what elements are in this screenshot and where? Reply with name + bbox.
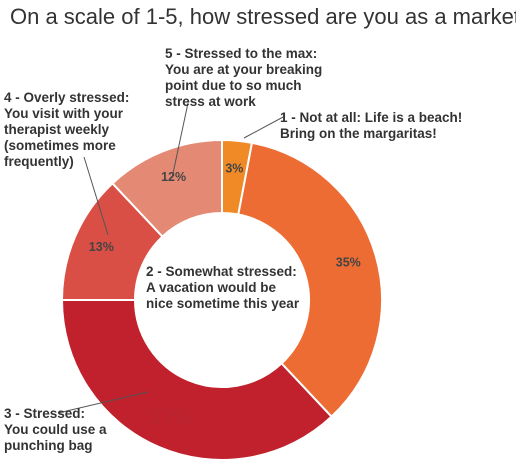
annotation-3: 3 - Stressed: You could use a punching bag [4, 406, 107, 453]
percent-label-5: 12% [161, 170, 186, 184]
annotation-line: You could use a [4, 422, 107, 437]
percent-label-3: 37% [149, 405, 193, 430]
annotation-line: 1 - Not at all: Life is a beach! [280, 110, 462, 125]
annotation-line: 4 - Overly stressed: [4, 90, 129, 105]
annotation-4: 4 - Overly stressed: You visit with your t… [4, 90, 129, 169]
annotation-5: 5 - Stressed to the max: You are at your … [165, 46, 322, 109]
percent-label-1: 3% [225, 161, 243, 175]
slice-annotations: 1 - Not at all: Life is a beach! Bring on… [4, 46, 462, 453]
annotation-line: punching bag [4, 438, 93, 453]
annotation-line: Bring on the margaritas! [280, 126, 437, 141]
annotation-line: stress at work [165, 94, 256, 109]
donut-slice-5 [111, 138, 223, 238]
annotation-1: 1 - Not at all: Life is a beach! Bring on… [280, 110, 462, 141]
annotation-line: nice sometime this year [146, 296, 300, 311]
annotation-line: 5 - Stressed to the max: [165, 46, 317, 61]
annotation-line: You are at your breaking [165, 62, 322, 77]
donut-slice-2 [237, 141, 383, 419]
annotation-line: frequently) [4, 154, 74, 169]
annotation-line: You visit with your [4, 106, 124, 121]
leader-line-3 [57, 391, 149, 414]
percent-label-4: 13% [89, 240, 114, 254]
percent-labels: 3% 35% 37% 13% 12% [89, 161, 361, 429]
annotation-2: 2 - Somewhat stressed: A vacation would b… [146, 264, 300, 311]
leader-line-4 [83, 156, 109, 236]
annotation-line: (sometimes more [4, 138, 116, 153]
donut-slice-3 [60, 299, 333, 461]
leader-line-1 [243, 115, 286, 139]
annotation-line: 3 - Stressed: [4, 406, 85, 421]
annotation-line: therapist weekly [4, 122, 110, 137]
percent-label-2: 35% [336, 256, 361, 270]
leader-lines [57, 102, 286, 414]
annotation-line: 2 - Somewhat stressed: [146, 264, 297, 279]
chart-title: On a scale of 1-5, how stressed are you … [10, 4, 516, 29]
donut-slices [60, 138, 383, 461]
leader-line-5 [171, 102, 189, 179]
annotation-line: point due to so much [165, 78, 302, 93]
annotation-line: A vacation would be [146, 280, 277, 295]
